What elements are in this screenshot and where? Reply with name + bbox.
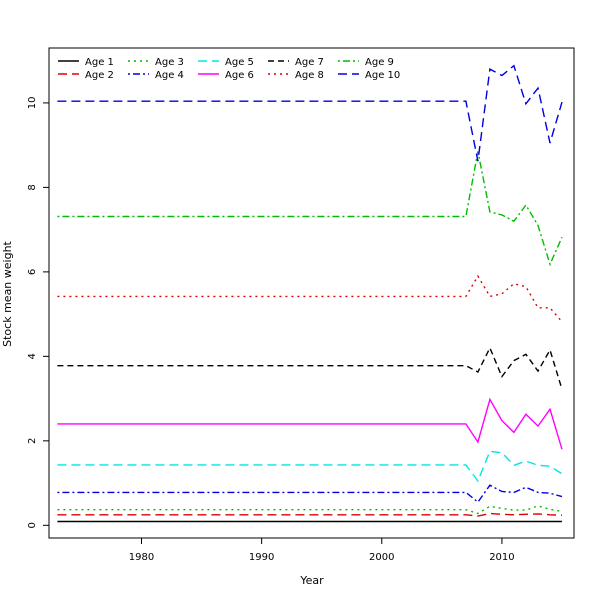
legend-label: Age 8	[295, 70, 324, 81]
y-tick-label: 4	[27, 353, 38, 359]
series-line-age-2	[57, 512, 563, 517]
x-axis-label: Year	[299, 574, 324, 587]
series-line-age-8	[57, 274, 563, 323]
y-axis-label: Stock mean weight	[1, 240, 14, 346]
x-tick-label: 2000	[369, 552, 394, 563]
legend-label: Age 10	[365, 70, 400, 81]
legend-label: Age 5	[225, 57, 254, 68]
series-line-age-9	[57, 151, 563, 267]
y-tick-label: 2	[27, 438, 38, 444]
series-line-age-6	[57, 397, 563, 450]
y-axis: 0 2 4 6 8 10	[27, 97, 49, 529]
series-line-age-10	[57, 64, 563, 162]
x-tick-label: 1980	[129, 552, 154, 563]
legend-label: Age 1	[85, 57, 114, 68]
y-tick-label: 10	[27, 97, 38, 110]
legend-label: Age 7	[295, 57, 324, 68]
legend-label: Age 3	[155, 57, 184, 68]
legend-label: Age 6	[225, 70, 254, 81]
series-lines	[57, 64, 563, 523]
x-tick-label: 2010	[489, 552, 514, 563]
series-line-age-5	[57, 450, 563, 483]
x-tick-label: 1990	[249, 552, 274, 563]
y-tick-label: 6	[27, 269, 38, 275]
plot-frame	[48, 47, 575, 539]
x-axis: 1980 1990 2000 2010	[129, 538, 515, 563]
legend-label: Age 2	[85, 70, 114, 81]
legend-label: Age 9	[365, 57, 394, 68]
legend: Age 1 Age 2 Age 3 Age 4 Age 5 Age 6 Age 7 Age 8…	[58, 57, 400, 81]
y-tick-label: 0	[27, 522, 38, 528]
series-line-age-4	[57, 484, 563, 504]
series-line-age-7	[57, 346, 563, 390]
legend-label: Age 4	[155, 70, 184, 81]
series-line-age-3	[57, 505, 563, 515]
y-tick-label: 8	[27, 184, 38, 190]
